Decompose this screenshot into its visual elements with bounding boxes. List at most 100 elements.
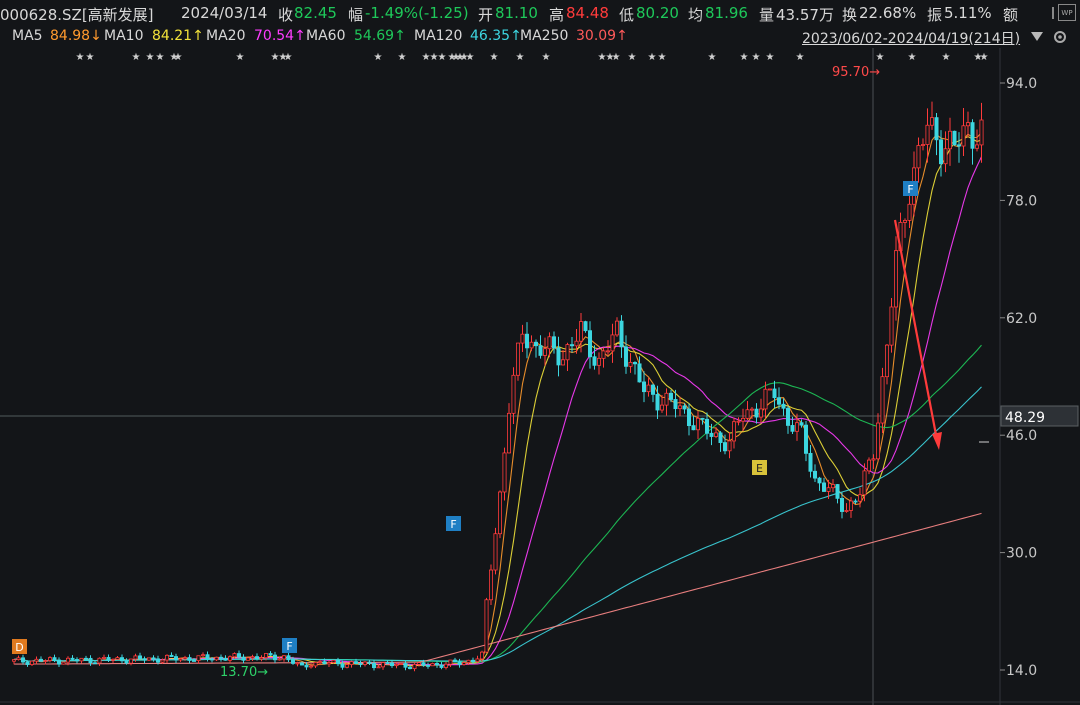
candle-body [187,657,192,661]
event-star-icon: ★ [448,52,457,63]
low-label: 低 [619,6,635,24]
ma120-value: 46.35↑ [470,28,522,44]
candle-body [151,657,156,660]
candle-body [952,130,957,146]
candle-body [781,403,786,409]
candle-body [111,658,116,661]
event-star-row: ★ ★ ★ ★ ★ ★★ ★ ★ ★★ ★ ★ ★ ★ ★ ★★★★★ ★ ★ ★ ★ ★★ ★ ★ ★ ★ ★ ★ ★ ★ ★ ★ ★ ★★ [76,52,989,63]
y-tick-label: 46.0 [1006,428,1037,444]
dropdown-triangle-icon[interactable] [1030,31,1044,43]
ma-line-ma60 [13,344,982,663]
candle-body [245,657,250,661]
low-value: 80.20 [636,4,679,22]
candle-body [975,144,980,149]
candle-body [39,658,44,662]
max-price-label: 95.70→ [832,65,880,80]
candle-body [16,657,21,661]
candle-body [308,665,313,668]
signal-marker-f [282,638,297,653]
candle-body [214,656,219,661]
candle-body [610,334,615,352]
candle-body [646,384,651,393]
candle-body [588,330,593,358]
candle-body [43,660,48,662]
kline-chart[interactable]: ★ ★ ★ ★ ★ ★★ ★ ★ ★★ ★ ★ ★ ★ ★ ★★★★★ ★ ★ ★ ★ ★★ ★ ★ ★ ★ ★ ★ ★ ★ ★ ★ ★ ★★… [0,48,1080,705]
avg-value: 81.96 [705,4,748,22]
candle-body [880,376,885,424]
candle-body [155,658,160,663]
quote-date: 2024/03/14 [181,4,268,22]
candle-body [173,656,178,661]
candle-body [259,657,264,660]
candle-body [115,657,120,660]
high-value: 84.48 [566,4,609,22]
candle-body [511,374,516,414]
event-star-icon: ★ [146,52,155,63]
candle-body [732,421,737,442]
candle-body [403,663,408,668]
candle-body [169,654,174,657]
candle-body [218,656,223,659]
candle-body [205,654,210,660]
candle-body [75,659,80,662]
crosshair-price-box [1000,405,1079,427]
candle-body [439,664,444,668]
event-star-icon: ★ [740,52,749,63]
candle-body [966,122,971,127]
candle-body [903,219,908,223]
candle-body [20,657,25,663]
candle-body [844,510,849,512]
candle-body [840,497,845,512]
event-star-icon: ★ [438,52,447,63]
candle-body [367,661,372,664]
crosshair-price-label: 48.29 [1005,410,1045,426]
signal-marker-label: F [450,518,456,531]
candle-body [822,482,827,492]
candlesticks [11,101,984,672]
settings-gear-icon[interactable] [1050,29,1070,45]
candle-body [106,657,111,661]
ma-line-ma250 [14,512,982,665]
candle-body [493,533,498,571]
candle-body [182,657,187,660]
ma60-label: MA60 [306,28,346,44]
event-star-icon: ★ [766,52,775,63]
candle-body [808,452,813,472]
candle-body [295,662,300,665]
candle-body [723,442,728,452]
candle-body [88,657,93,664]
event-star-icon: ★ [86,52,95,63]
candle-body [894,250,899,308]
candle-body [416,662,421,665]
candle-body [534,341,539,347]
candle-body [615,320,620,336]
candle-body [290,659,295,664]
candle-body [930,117,935,126]
candle-body [858,494,863,502]
candle-body [358,663,363,666]
candle-body [407,666,412,670]
candle-body [624,346,629,367]
candle-body [525,333,530,349]
candle-body [376,666,381,669]
change-value: -1.49%(-1.25) [365,4,469,22]
date-range-selector[interactable]: 2023/06/02-2024/04/19(214日) [802,31,1021,47]
volume-label: 量 [759,6,775,24]
candle-body [349,661,354,665]
candle-body [826,487,831,492]
candle-body [457,661,462,665]
candle-body [57,659,62,665]
candle-body [637,363,642,383]
signal-marker-f [903,181,918,196]
signal-marker-label: E [756,462,763,475]
candle-body [304,664,309,668]
candle-body [371,662,376,669]
candle-body [317,661,322,664]
candle-body [48,657,53,661]
candle-body [948,130,953,150]
price-axis: 94.0 78.0 62.0 46.0 30.0 14.0 48.29 [1000,76,1079,679]
candle-body [921,144,926,146]
wp-window-icon[interactable]: WP [1058,4,1076,21]
moving-average-lines [13,131,982,667]
candle-body [250,656,255,659]
